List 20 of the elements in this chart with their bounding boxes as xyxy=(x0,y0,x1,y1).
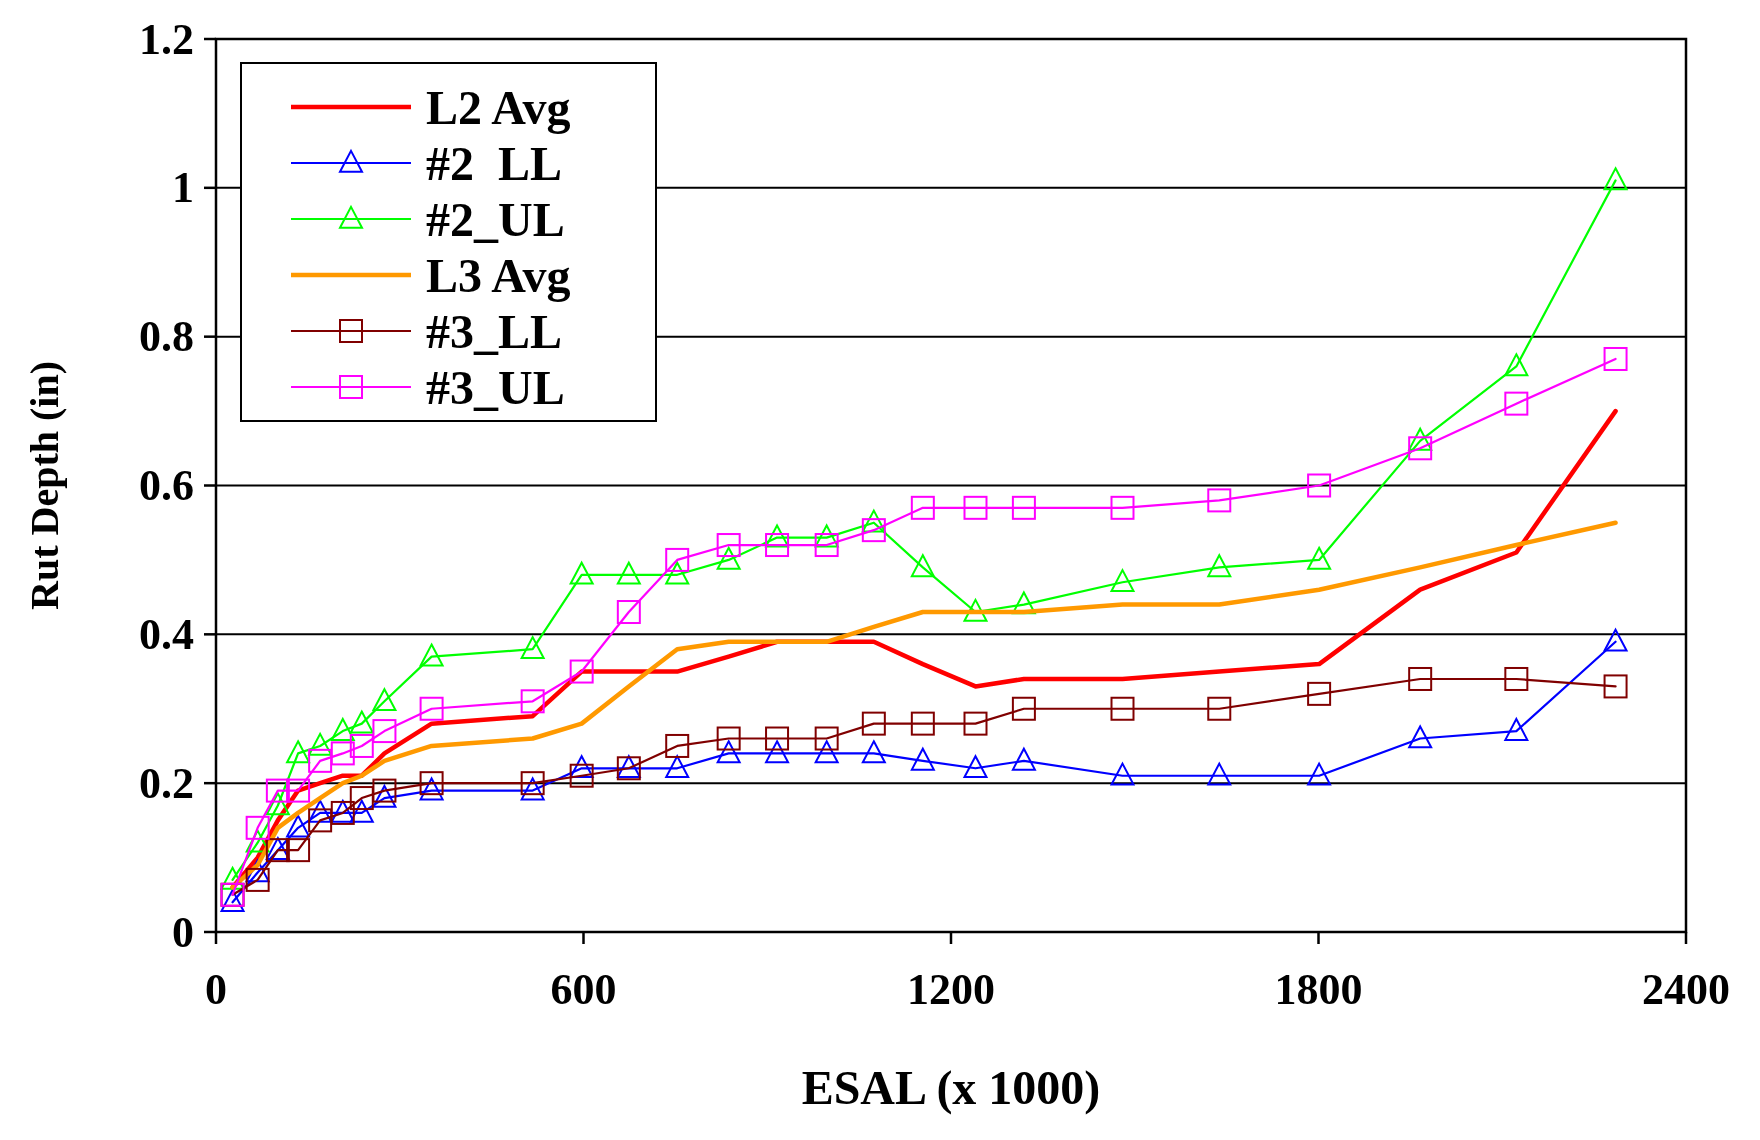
legend-label: #2_UL xyxy=(426,192,565,246)
legend-label: #3_UL xyxy=(426,360,565,414)
x-tick-label: 0 xyxy=(205,965,227,1014)
legend-label: #3_LL xyxy=(426,304,563,358)
y-tick-label: 1.2 xyxy=(139,14,194,64)
x-tick-label: 600 xyxy=(550,965,617,1014)
x-axis-title: ESAL (x 1000) xyxy=(801,1061,1101,1115)
legend-label: #2 LL xyxy=(426,136,563,190)
y-tick-label: 0 xyxy=(172,907,194,957)
x-tick-label: 1800 xyxy=(1274,965,1363,1014)
y-tick-label: 0.8 xyxy=(139,312,194,362)
legend-label: L2 Avg xyxy=(426,80,571,134)
y-tick-label: 0.2 xyxy=(139,758,194,808)
x-tick-label: 1200 xyxy=(907,965,995,1014)
y-tick-label: 0.4 xyxy=(139,609,194,659)
y-axis-title: Rut Depth (in) xyxy=(22,361,67,610)
x-tick-label: 2400 xyxy=(1642,965,1730,1014)
y-tick-label: 1 xyxy=(172,163,194,213)
legend-label: L3 Avg xyxy=(426,248,571,302)
y-tick-label: 0.6 xyxy=(139,461,194,510)
